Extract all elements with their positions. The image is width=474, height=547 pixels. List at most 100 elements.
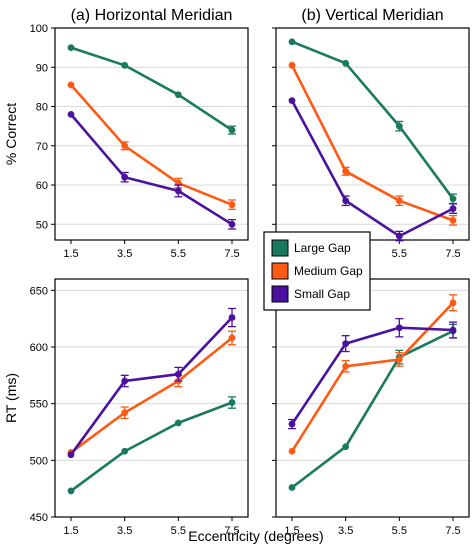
x-tick-label: 1.5 (63, 525, 78, 537)
data-point (342, 362, 350, 370)
series-line (70, 84, 233, 206)
data-point (288, 447, 296, 455)
series-line (70, 401, 233, 492)
data-point (121, 173, 129, 181)
legend: Large Gap Medium Gap Small Gap (263, 231, 371, 311)
series-large-gap (288, 38, 457, 205)
y-tick-label: 60 (36, 180, 48, 192)
panel-3: 450 500 550 600 650 1.5 3.5 5.5 7.5 RT (ms) (3, 278, 249, 537)
data-point (121, 447, 129, 455)
series-small-gap (288, 318, 457, 430)
legend-swatch-large-gap (271, 239, 289, 257)
x-tick-label: 7.5 (445, 525, 460, 537)
legend-label-large-gap: Large Gap (294, 241, 351, 255)
data-point (395, 356, 403, 363)
series-line (291, 329, 454, 489)
series-large-gap (288, 323, 457, 491)
data-point (288, 38, 296, 46)
data-point (395, 197, 403, 205)
data-point (67, 44, 75, 52)
data-point (228, 220, 236, 228)
legend-swatch-medium-gap (271, 262, 289, 280)
y-tick-label: 600 (30, 342, 48, 354)
panel-frame (54, 278, 249, 518)
panel-1: 50 60 70 80 90 100 1.5 3.5 5.5 7.5 (a) Horizontal … (3, 7, 249, 260)
data-point (342, 197, 350, 205)
x-tick-label: 7.5 (224, 248, 239, 260)
data-point (121, 409, 129, 417)
panel-frame (54, 27, 249, 241)
panel-frame (275, 278, 470, 518)
data-point (395, 232, 403, 240)
series-line (70, 46, 233, 132)
series-large-gap (67, 396, 236, 495)
y-tick-label: 90 (36, 62, 48, 74)
data-point (67, 487, 75, 495)
data-point (395, 122, 403, 130)
y-tick-label: 100 (30, 23, 48, 35)
panel-frame (275, 27, 470, 241)
series-line (290, 99, 454, 238)
data-point (449, 326, 457, 334)
x-tick-label: 7.5 (445, 248, 460, 260)
x-tick-label: 3.5 (338, 525, 353, 537)
x-tick-label: 5.5 (171, 248, 186, 260)
data-point (228, 126, 236, 134)
y-tick-label: 500 (30, 455, 48, 467)
data-point (342, 167, 350, 175)
panel-title: (b) Vertical Meridian (301, 7, 443, 24)
data-point (67, 110, 75, 118)
legend-swatch-small-gap (271, 285, 289, 303)
series-line (69, 316, 233, 456)
series-large-gap (67, 44, 236, 135)
data-point (67, 451, 75, 459)
data-point (67, 81, 75, 89)
legend-label-small-gap: Small Gap (294, 287, 350, 301)
data-point (121, 61, 129, 69)
series-medium-gap (288, 61, 457, 226)
data-point (174, 370, 182, 378)
gridlines (55, 289, 248, 461)
y-tick-label: 450 (30, 512, 48, 524)
y-tick-label: 50 (36, 219, 48, 231)
series-line (291, 40, 455, 200)
y-tick-label: 70 (36, 141, 48, 153)
x-tick-label: 5.5 (392, 248, 407, 260)
data-point (174, 91, 182, 99)
series-small-gap (67, 307, 236, 459)
data-point (449, 216, 457, 224)
data-point (288, 97, 296, 105)
y-tick-label: 550 (30, 399, 48, 411)
data-point (174, 187, 182, 195)
series-line (290, 326, 454, 425)
panel-4: 1.5 3.5 5.5 7.5 (272, 278, 470, 537)
data-point (228, 314, 236, 321)
y-tick-label: 650 (30, 285, 48, 297)
legend-label-medium-gap: Medium Gap (294, 264, 363, 278)
x-tick-label: 5.5 (171, 525, 186, 537)
shared-x-axis-label: Eccentricity (degrees) (188, 528, 323, 544)
data-point (449, 195, 457, 203)
panel-2: 1.53.55.57.5(b) Vertical Meridian (272, 7, 470, 260)
data-point (228, 399, 236, 406)
data-point (342, 340, 350, 347)
data-point (288, 484, 296, 491)
series-medium-gap (288, 294, 457, 455)
data-point (121, 377, 129, 385)
data-point (228, 334, 236, 342)
y-axis-label: RT (ms) (3, 373, 19, 423)
data-point (288, 61, 296, 69)
data-point (395, 324, 403, 332)
data-point (449, 205, 457, 212)
series-line (70, 336, 233, 454)
series-small-gap (288, 97, 457, 242)
y-axis-label: % Correct (3, 103, 19, 165)
x-tick-label: 3.5 (117, 525, 132, 537)
x-tick-label: 7.5 (224, 525, 239, 537)
x-tick-label: 1.5 (63, 248, 78, 260)
series-line (290, 301, 454, 452)
series-line (290, 64, 454, 222)
data-point (342, 443, 350, 451)
series-small-gap (67, 110, 236, 230)
